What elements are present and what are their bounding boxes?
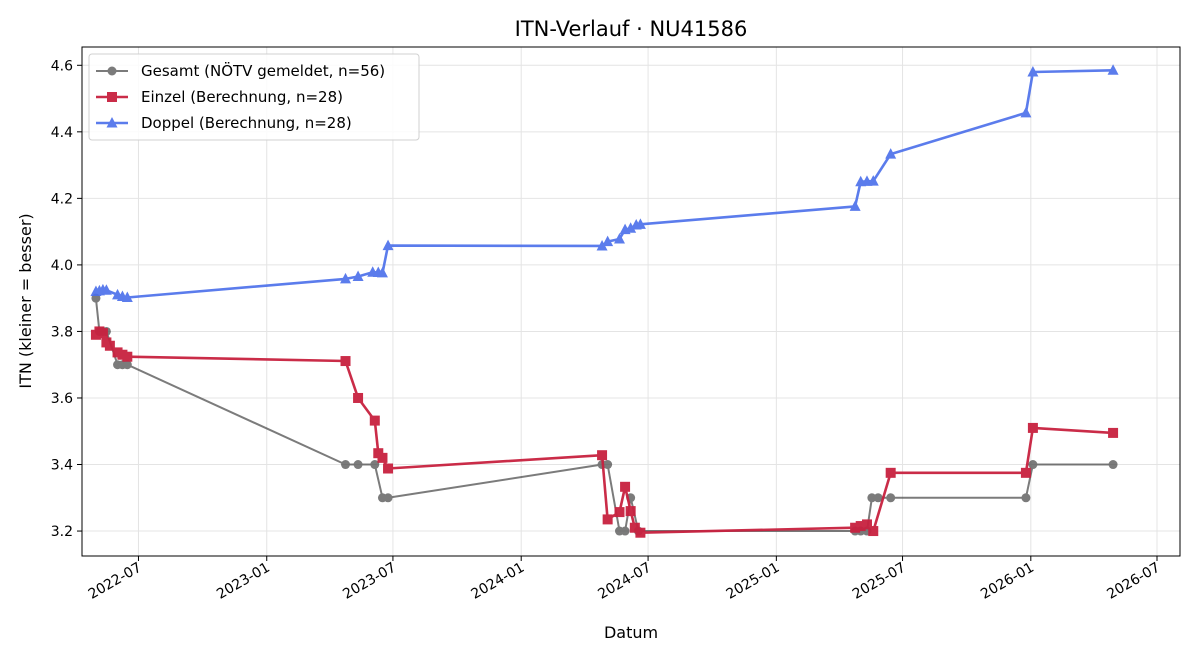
- x-tick-label: 2022-07: [86, 560, 145, 603]
- y-axis: 3.2 3.4 3.6 3.8 4.0 4.2 4.4 4.6: [51, 58, 82, 540]
- data-point: [340, 272, 352, 284]
- data-point: [122, 360, 132, 370]
- data-point: [625, 222, 637, 233]
- data-point: [122, 351, 133, 362]
- x-tick-label: 2023-07: [340, 560, 399, 603]
- data-point: [855, 521, 866, 532]
- data-point: [620, 526, 630, 536]
- data-point: [1107, 64, 1119, 75]
- gridlines: [82, 47, 1180, 556]
- y-tick-label: 3.6: [51, 391, 73, 407]
- series-1: [91, 293, 1118, 536]
- x-tick-label: 2025-07: [850, 560, 909, 603]
- x-tick-label: 2025-01: [724, 560, 783, 603]
- data-point: [602, 235, 614, 247]
- data-point: [850, 522, 861, 533]
- data-point: [104, 340, 115, 351]
- legend-marker: [106, 117, 118, 128]
- chart-title: ITN-Verlauf · NU41586: [515, 17, 748, 41]
- x-axis: 2022-07 2023-01 2023-07 2024-01 2024-07 2025-…: [86, 556, 1163, 603]
- data-point: [1028, 460, 1038, 470]
- series-line: [94, 330, 1114, 535]
- data-point: [861, 519, 872, 530]
- data-point: [620, 481, 631, 492]
- data-point: [625, 506, 636, 517]
- data-point: [885, 467, 896, 478]
- legend-marker: [107, 66, 117, 76]
- series-3: [90, 64, 1119, 303]
- legend-swatch: [96, 117, 128, 128]
- data-point: [353, 392, 364, 403]
- data-point: [614, 507, 625, 518]
- series-2: [90, 326, 1119, 538]
- data-point: [341, 460, 351, 470]
- data-point: [1108, 427, 1119, 438]
- data-point: [1027, 422, 1038, 433]
- x-tick-label: 2023-01: [214, 560, 273, 603]
- data-point: [1108, 460, 1118, 470]
- y-tick-label: 4.2: [51, 191, 73, 207]
- data-point: [369, 415, 380, 426]
- data-point: [596, 239, 608, 251]
- legend-box: [88, 53, 420, 141]
- data-point: [370, 460, 380, 470]
- data-point: [1020, 467, 1031, 478]
- plot-frame: [81, 46, 1181, 557]
- data-point: [613, 232, 625, 244]
- data-point: [383, 463, 394, 474]
- data-point: [867, 175, 879, 186]
- legend-label: Gesamt (NÖTV gemeldet, n=56): [141, 61, 385, 80]
- data-point: [629, 522, 640, 533]
- x-tick-label: 2026-07: [1104, 560, 1163, 603]
- data-point: [885, 148, 897, 159]
- legend-swatch: [96, 92, 128, 102]
- legend-swatch: [96, 66, 128, 76]
- y-tick-label: 3.8: [51, 324, 73, 340]
- data-point: [377, 452, 388, 463]
- data-point: [383, 493, 393, 503]
- x-axis-label: Datum: [604, 623, 658, 642]
- data-point: [602, 514, 613, 525]
- legend-label: Doppel (Berechnung, n=28): [141, 114, 352, 132]
- y-axis-label: ITN (kleiner = besser): [16, 213, 35, 388]
- data-point: [868, 526, 879, 537]
- y-tick-label: 4.6: [51, 58, 73, 74]
- data-point: [100, 284, 112, 295]
- data-point: [634, 218, 646, 229]
- data-point: [1021, 493, 1031, 503]
- data-point: [382, 239, 394, 251]
- series-layer: [90, 64, 1119, 538]
- data-point: [635, 527, 646, 538]
- data-point: [376, 266, 388, 278]
- data-point: [340, 356, 351, 367]
- y-tick-label: 3.2: [51, 524, 73, 540]
- data-point: [597, 450, 608, 461]
- data-point: [873, 493, 883, 503]
- data-point: [867, 493, 877, 503]
- legend-label: Einzel (Berechnung, n=28): [141, 88, 343, 106]
- legend: Gesamt (NÖTV gemeldet, n=56) Einzel (Bere…: [88, 53, 420, 141]
- data-point: [352, 270, 364, 282]
- y-tick-label: 4.0: [51, 258, 73, 274]
- y-tick-label: 4.4: [51, 125, 73, 141]
- y-tick-label: 3.4: [51, 458, 73, 474]
- data-point: [97, 328, 108, 339]
- x-tick-label: 2026-01: [978, 560, 1037, 603]
- data-point: [886, 493, 896, 503]
- x-tick-label: 2024-07: [595, 560, 654, 603]
- data-point: [849, 200, 861, 211]
- legend-marker: [107, 92, 117, 102]
- x-tick-label: 2024-01: [469, 560, 528, 603]
- data-point: [1027, 65, 1039, 77]
- data-point: [121, 291, 133, 303]
- data-point: [603, 460, 613, 470]
- data-point: [353, 460, 363, 470]
- data-point: [1020, 106, 1032, 118]
